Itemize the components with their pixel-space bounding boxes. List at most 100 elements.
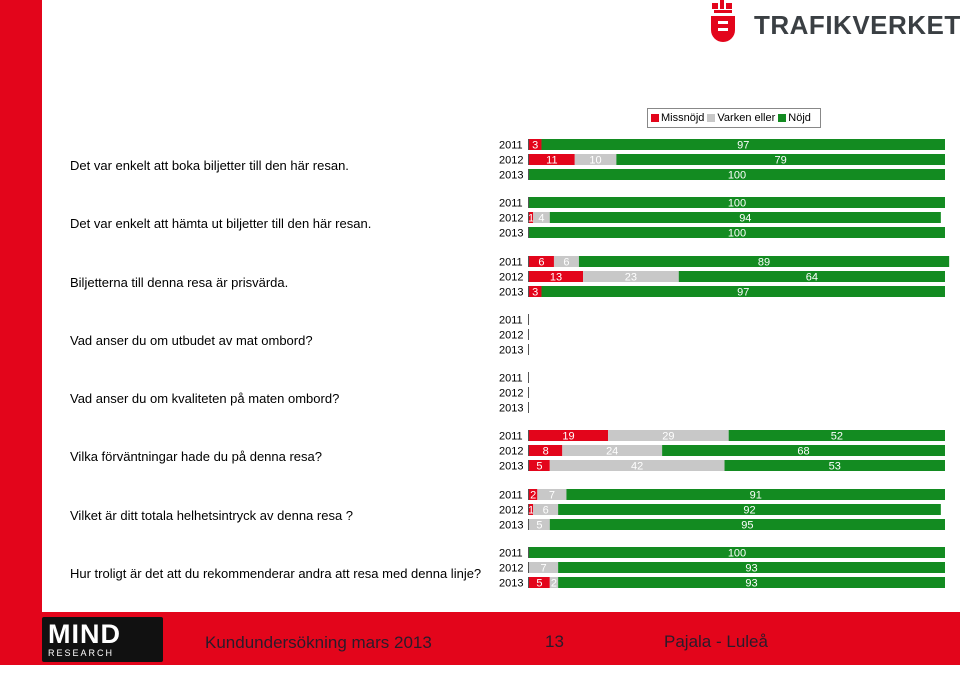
axis-tick [528,139,529,150]
bar-value-label: 100 [728,548,746,560]
year-label: 2011 [499,315,523,327]
bar-segment-missnöjd [529,256,554,267]
bar-value-label: 95 [741,520,753,532]
bar-value-label: 92 [743,505,755,517]
axis-tick [528,577,529,588]
year-label: 2011 [499,140,523,152]
page-number: 13 [545,632,564,651]
year-label: 2012 [499,446,523,458]
bar-value-label: 7 [540,563,546,575]
bar-value-label: 8 [543,446,549,458]
legend-label: Nöjd [788,112,811,124]
axis-tick [528,197,529,208]
bar-segment-nöjd [529,197,945,208]
question-label: Det var enkelt att boka biljetter till d… [70,158,349,173]
bar-segment-missnöjd [529,271,584,282]
year-label: 2013 [499,520,523,532]
year-label: 2011 [499,490,523,502]
bar-value-label: 97 [737,287,749,299]
legend-label: Varken eller [717,112,776,124]
bar-value-label: 79 [775,155,787,167]
bar-segment-nöjd [558,577,945,588]
axis-tick [528,460,529,471]
bar-segment-varken-eller [549,460,725,471]
bar-value-label: 2 [551,578,557,590]
bar-value-label: 6 [563,257,569,269]
axis-tick [528,286,529,297]
bar-segment-nöjd [549,519,945,530]
bar-segment-varken-eller [549,577,559,588]
bar-value-label: 29 [662,431,674,443]
bar-segment-nöjd [541,286,945,297]
bar-segment-nöjd [558,562,945,573]
axis-tick [528,387,529,398]
bar-value-label: 13 [550,272,562,284]
left-red-strip [0,0,42,612]
legend-swatch-green [778,114,787,122]
bar-segment-nöjd [724,460,945,471]
year-label: 2012 [499,563,523,575]
axis-tick [528,154,529,165]
axis-tick [528,504,529,515]
stacked-bar-chart: 2011309720121110792013001002011001002012… [499,139,950,590]
bar-value-label: 11 [546,155,557,167]
bar-value-label: 23 [625,272,637,284]
bar-segment-missnöjd [529,154,575,165]
axis-tick [528,329,529,340]
axis-tick [528,430,529,441]
year-label: 2012 [499,388,523,400]
year-label: 2011 [499,373,523,385]
bar-value-label: 4 [538,213,544,225]
bar-value-label: 93 [745,578,757,590]
axis-tick [528,402,529,413]
bar-value-label: 91 [750,490,762,502]
legend: Missnöjd Varken eller Nöjd [647,108,821,128]
bar-segment-nöjd [549,212,941,223]
question-label: Det var enkelt att hämta ut biljetter ti… [70,216,372,231]
bar-segment-varken-eller [537,489,567,500]
logo-sub-text: RESEARCH [48,648,115,658]
legend-item-missnojd: Missnöjd [651,112,704,124]
bar-segment-varken-eller [533,212,550,223]
axis-tick [528,344,529,355]
trafikverket-crown-icon [711,0,735,42]
bar-value-label: 100 [728,170,746,182]
bar-value-label: 64 [806,272,818,284]
axis-tick [528,256,529,267]
axis-tick [528,212,529,223]
bar-segment-missnöjd [529,445,563,456]
bar-segment-varken-eller [533,504,559,515]
bar-value-label: 5 [536,520,542,532]
bar-segment-varken-eller [562,445,663,456]
year-label: 2011 [499,257,523,269]
bar-value-label: 94 [739,213,751,225]
bar-segment-missnöjd [529,212,534,223]
bar-segment-nöjd [616,154,945,165]
year-label: 2012 [499,213,523,225]
bar-value-label: 100 [728,228,746,240]
bar-segment-varken-eller [583,271,679,282]
year-label: 2013 [499,578,523,590]
legend-swatch-grey [707,114,716,122]
year-label: 2011 [499,198,523,210]
year-label: 2012 [499,155,523,167]
question-label: Vilka förväntningar hade du på denna res… [70,449,323,464]
question-label: Vad anser du om kvaliteten på maten ombo… [70,391,340,406]
bar-segment-varken-eller [553,256,579,267]
bar-value-label: 5 [536,578,542,590]
axis-tick [528,547,529,558]
bar-value-label: 52 [831,431,843,443]
legend-swatch-red [651,114,659,122]
question-label: Vad anser du om utbudet av mat ombord? [70,333,313,348]
bar-segment-nöjd [678,271,945,282]
question-label: Hur troligt är det att du rekommenderar … [70,566,482,581]
year-label: 2011 [499,548,523,560]
bar-segment-missnöjd [529,504,534,515]
axis-tick [528,519,529,530]
bar-segment-nöjd [529,169,945,180]
bar-segment-nöjd [541,139,945,150]
year-label: 2013 [499,287,523,299]
bar-value-label: 53 [829,461,841,473]
bar-segment-missnöjd [529,577,550,588]
axis-tick [528,314,529,325]
